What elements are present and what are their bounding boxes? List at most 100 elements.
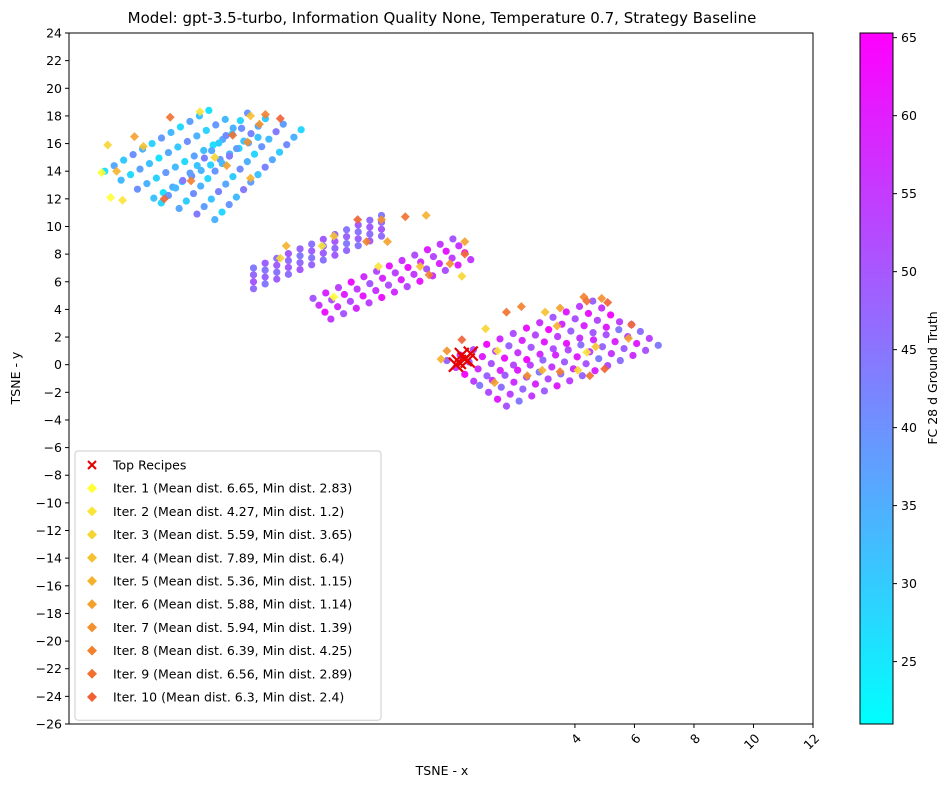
data-point <box>589 336 598 344</box>
iteration-point <box>382 237 392 247</box>
y-tick-label: −16 <box>36 578 62 593</box>
y-tick-label: −12 <box>36 523 62 538</box>
data-point <box>200 154 209 162</box>
data-point <box>152 174 160 182</box>
data-point <box>183 137 191 146</box>
y-tick-label: 22 <box>46 53 62 68</box>
legend-label: Iter. 1 (Mean dist. 6.65, Min dist. 2.83… <box>113 481 352 496</box>
data-point <box>616 356 624 365</box>
data-point <box>233 145 241 153</box>
data-point <box>515 397 523 405</box>
top-recipe-points <box>448 345 479 373</box>
data-point <box>562 339 571 348</box>
data-point <box>526 361 534 369</box>
legend-label: Iter. 4 (Mean dist. 7.89, Min dist. 6.4) <box>113 550 344 565</box>
data-point <box>249 285 258 293</box>
legend-label: Iter. 6 (Mean dist. 5.88, Min dist. 1.14… <box>113 597 352 612</box>
data-point <box>261 266 269 274</box>
iteration-point <box>540 307 550 317</box>
y-tick-label: −24 <box>36 689 62 704</box>
data-point <box>573 353 581 361</box>
data-point <box>193 161 201 170</box>
data-points <box>101 106 662 410</box>
data-point <box>283 141 291 149</box>
iteration-point <box>97 168 107 178</box>
data-point <box>584 309 593 318</box>
legend-diamond-icon <box>87 483 97 494</box>
colorbar-tick-label: 60 <box>901 108 917 123</box>
iteration-point <box>490 378 500 388</box>
data-point <box>506 390 514 398</box>
data-point <box>354 242 362 250</box>
data-point <box>591 367 599 375</box>
iteration-point <box>243 137 253 147</box>
plot-frame <box>68 32 814 725</box>
data-point <box>238 124 246 132</box>
y-tick-label: 24 <box>46 26 62 41</box>
data-point <box>645 334 653 343</box>
data-point <box>186 117 194 126</box>
y-tick-label: 12 <box>46 191 62 206</box>
data-point <box>536 319 544 327</box>
top-recipe-marker <box>451 354 467 370</box>
data-point <box>509 329 517 338</box>
data-point <box>126 171 135 179</box>
y-tick-label: −14 <box>36 551 62 566</box>
data-point <box>461 370 469 378</box>
legend-diamond-icon <box>87 645 97 656</box>
data-point <box>225 152 234 160</box>
legend-diamond-icon <box>87 529 97 540</box>
data-point <box>296 265 304 274</box>
iteration-point <box>582 347 592 357</box>
data-point <box>204 174 212 183</box>
data-point <box>436 240 444 248</box>
data-point <box>536 350 544 358</box>
legend-label: Iter. 3 (Mean dist. 5.59, Min dist. 3.65… <box>113 527 352 542</box>
y-tick-label: 18 <box>46 108 62 123</box>
data-point <box>258 143 266 151</box>
data-point <box>296 259 304 267</box>
iteration-point <box>165 112 175 122</box>
data-point <box>497 383 505 391</box>
data-point <box>403 283 411 291</box>
data-point <box>190 152 198 160</box>
iteration-point <box>159 194 169 204</box>
data-point <box>483 340 491 348</box>
iteration-point <box>552 321 562 331</box>
colorbar-tick-label: 40 <box>901 420 917 435</box>
iteration-point <box>118 195 128 205</box>
iteration-point <box>421 210 431 220</box>
data-point <box>629 351 637 360</box>
data-point <box>378 293 386 302</box>
data-point <box>510 378 518 386</box>
data-point <box>620 344 628 353</box>
y-tick-label: 14 <box>46 164 62 179</box>
iteration-point <box>275 253 285 263</box>
data-point <box>564 346 572 354</box>
iteration-point <box>591 342 601 352</box>
data-point <box>342 239 351 248</box>
data-point <box>189 189 198 198</box>
x-tick-label: 12 <box>800 731 822 753</box>
data-point <box>249 278 258 286</box>
data-point <box>366 230 374 238</box>
legend-diamond-icon <box>87 552 97 563</box>
data-point <box>595 355 603 363</box>
data-point <box>236 117 244 125</box>
data-point <box>186 169 194 177</box>
iteration-point <box>516 302 526 312</box>
data-point <box>496 366 504 375</box>
data-point <box>544 375 552 383</box>
legend-diamond-icon <box>87 506 97 517</box>
iteration-point <box>573 365 583 375</box>
iteration-point <box>424 270 434 280</box>
iteration-point <box>460 237 470 247</box>
data-point <box>615 326 623 334</box>
legend-diamond-icon <box>87 668 97 679</box>
x-mark-stroke <box>462 345 479 362</box>
data-point <box>540 387 549 395</box>
data-point <box>284 256 293 265</box>
data-point <box>268 156 276 164</box>
data-point <box>208 146 216 155</box>
data-point <box>441 266 449 275</box>
